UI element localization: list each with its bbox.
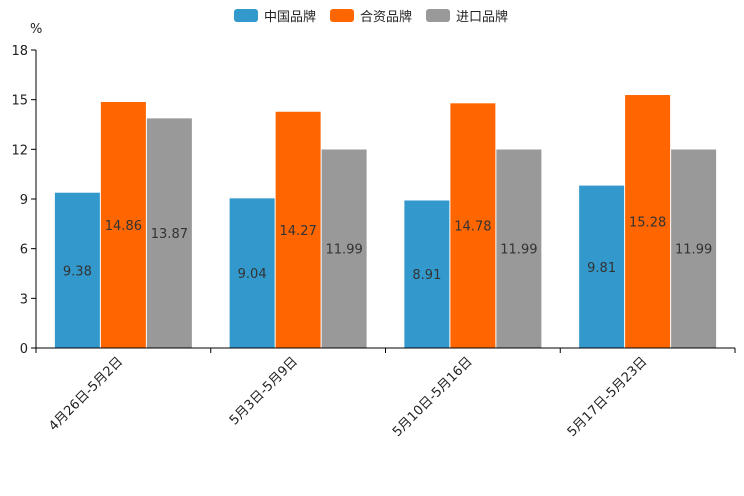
legend-label: 中国品牌 [264, 9, 316, 25]
y-tick-label: 15 [11, 94, 28, 109]
legend: 中国品牌 合资品牌 进口品牌 [234, 9, 508, 25]
data-label: 15.28 [629, 216, 666, 231]
legend-label: 进口品牌 [456, 9, 508, 25]
data-label: 14.27 [280, 224, 317, 239]
bar-3-1 [146, 118, 192, 348]
y-tick-label: 12 [11, 143, 28, 158]
x-axis: 4月26日-5月2日 5月3日-5月9日 5月10日-5月16日 5月17日-5月23… [35, 347, 736, 440]
bar-3-4 [671, 149, 717, 348]
x-tick-label: 5月10日-5月16日 [390, 354, 476, 440]
bar-1-1 [54, 192, 100, 348]
legend-label: 合资品牌 [360, 9, 412, 25]
y-tick-label: 6 [20, 243, 28, 258]
y-tick-label: 18 [11, 44, 28, 59]
x-tick-label: 5月3日-5月9日 [227, 354, 301, 428]
y-axis: 0 3 6 9 12 15 18 [11, 44, 37, 357]
legend-swatch [426, 9, 450, 22]
data-label: 8.91 [412, 268, 441, 283]
x-tick-label: 4月26日-5月2日 [46, 354, 126, 434]
data-label: 14.86 [105, 219, 142, 234]
bar-2-3 [450, 103, 496, 348]
bar-1-2 [229, 198, 275, 348]
bar-1-4 [579, 185, 625, 348]
y-tick-label: 3 [20, 292, 28, 307]
data-label: 9.81 [587, 261, 616, 276]
data-label: 14.78 [454, 220, 491, 235]
data-label: 9.04 [238, 267, 267, 282]
bar-2-1 [100, 101, 146, 349]
bar-2-2 [275, 111, 321, 348]
data-label: 9.38 [63, 264, 92, 279]
y-axis-unit-label: % [30, 22, 42, 37]
data-label: 11.99 [326, 243, 363, 258]
data-label: 11.99 [500, 243, 537, 258]
data-label: 11.99 [675, 243, 712, 258]
y-tick-label: 9 [20, 193, 28, 208]
legend-swatch [330, 9, 354, 22]
legend-swatch [234, 9, 258, 22]
bar-3-2 [321, 149, 367, 348]
bars-group: 9.38 14.86 13.87 9.04 14.27 11.99 8.91 14.78 11.… [54, 95, 717, 349]
x-tick-label: 5月17日-5月23日 [565, 354, 651, 440]
bar-2-4 [625, 95, 671, 348]
bar-3-3 [496, 149, 542, 348]
bar-1-3 [404, 200, 450, 348]
y-tick-label: 0 [20, 342, 28, 357]
data-label: 13.87 [151, 227, 188, 242]
